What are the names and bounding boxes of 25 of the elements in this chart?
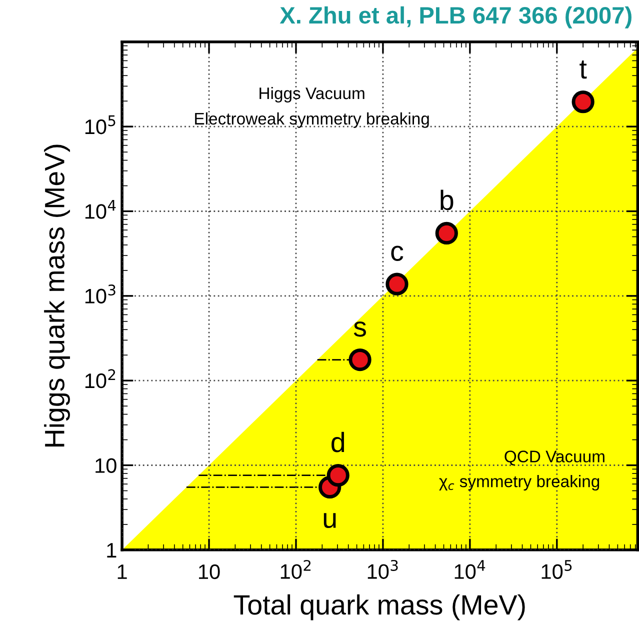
annotation: u — [324, 513, 336, 528]
x-tick-label: 10$^{5}$ — [542, 560, 572, 579]
y-axis-title: Higgs quark mass (MeV) — [44, 144, 70, 446]
x-tick-label: 10$^{2}$ — [280, 560, 311, 579]
y-tick-label: 1 — [107, 543, 116, 558]
annotation: c — [391, 246, 404, 261]
y-tick-label: 10$^{3}$ — [85, 284, 116, 304]
annotation: s — [354, 322, 366, 337]
annotation: Electroweak symmetry breaking — [195, 112, 429, 128]
x-tick-label: 10$^{4}$ — [454, 560, 486, 579]
x-tick-label: 10 — [199, 564, 220, 580]
y-tick-label: 10$^{4}$ — [85, 200, 116, 219]
chart-title: X. Zhu et al, PLB 647 366 (2007) — [280, 6, 632, 28]
annotation: b — [440, 190, 454, 210]
x-axis-title: Total quark mass (MeV) — [234, 594, 525, 620]
y-tick-label: 10$^{2}$ — [85, 369, 116, 388]
x-tick-label: 10$^{3}$ — [368, 560, 398, 579]
annotation: d — [332, 432, 344, 452]
annotation: χ$_{c}$ symmetry breaking — [439, 475, 600, 491]
annotation: t — [580, 60, 587, 79]
y-tick-label: 10 — [96, 458, 116, 473]
annotation: QCD Vacuum — [504, 450, 604, 466]
x-tick-label: 1 — [118, 564, 127, 579]
annotation: Higgs Vacuum — [260, 86, 364, 103]
y-tick-label: 10$^{5}$ — [85, 115, 116, 134]
